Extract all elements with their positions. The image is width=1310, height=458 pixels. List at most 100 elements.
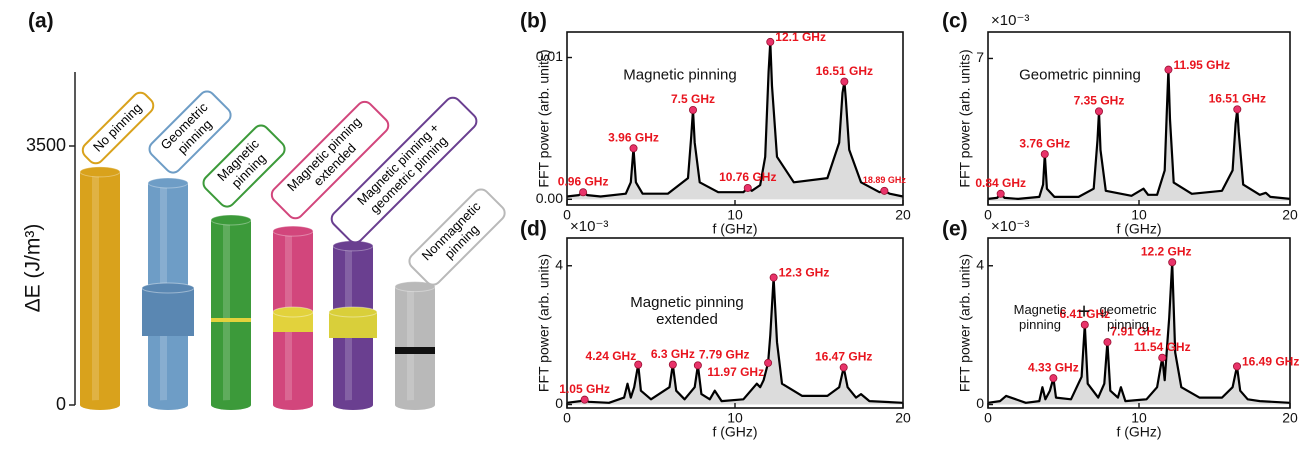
x-tick-label: 10: [1131, 410, 1147, 426]
peak-label: 16.51 GHz: [816, 64, 873, 78]
peak-marker: [766, 37, 775, 46]
x-axis-label: f (GHz): [712, 424, 757, 440]
peak-label: 6.3 GHz: [651, 347, 695, 361]
bar-highlight: [407, 286, 414, 405]
peak-marker: [764, 358, 773, 367]
bar-base: [273, 400, 313, 410]
peak-label: 12.1 GHz: [775, 30, 826, 44]
x-tick-label: 20: [1282, 207, 1298, 223]
peak-marker: [743, 183, 752, 192]
peak-label: 16.49 GHz: [1242, 355, 1299, 369]
y-tick-label: 7: [976, 49, 984, 65]
peak-marker: [629, 144, 638, 153]
peak-marker: [580, 395, 589, 404]
bar: [80, 171, 120, 405]
bar-cap: [79, 166, 121, 178]
bar-base: [211, 400, 251, 410]
peak-label: 10.76 GHz: [719, 170, 776, 184]
panel-label: (b): [520, 10, 547, 33]
peak-label: 3.96 GHz: [608, 130, 659, 144]
bar-feature: [142, 288, 194, 336]
spectrum-line: [987, 68, 1291, 200]
peak-marker: [689, 105, 698, 114]
peak-label: 11.95 GHz: [1173, 58, 1230, 72]
peak-marker: [693, 361, 702, 370]
peak-marker: [579, 188, 588, 197]
peak-marker: [1233, 105, 1242, 114]
peak-marker: [668, 360, 677, 369]
peak-marker: [840, 77, 849, 86]
bar-feature-cap: [328, 306, 378, 318]
x-tick-label: 20: [1282, 410, 1298, 426]
y-tick-label: 4: [976, 256, 984, 272]
peak-marker: [1232, 362, 1241, 371]
x-axis-label: f (GHz): [712, 221, 757, 237]
bar-cap: [394, 281, 436, 293]
x-tick-label: 10: [727, 207, 743, 223]
annotation: Geometric pinning: [1019, 66, 1141, 84]
peak-marker: [1094, 107, 1103, 116]
bar-base: [333, 400, 373, 410]
peak-marker: [634, 360, 643, 369]
spectrum-line: [566, 276, 904, 404]
x-tick-label: 10: [1131, 207, 1147, 223]
annotation: Magnetic pinning: [1013, 302, 1067, 332]
bar-feature: [395, 347, 435, 354]
peak-marker: [1103, 338, 1112, 347]
y-axis-label: FFT power (arb. units): [536, 49, 552, 187]
peak-label: 6.41 GHz: [1059, 307, 1110, 321]
peak-marker: [880, 186, 889, 195]
peak-marker: [1040, 150, 1049, 159]
bar-feature-cap: [272, 306, 314, 318]
panel-label: (a): [28, 10, 54, 33]
y-tick-label: 0.01: [536, 48, 563, 64]
y-axis-label: FFT power (arb. units): [536, 254, 552, 392]
x-tick-label: 20: [895, 410, 911, 426]
peak-marker: [1158, 353, 1167, 362]
peak-label: 11.97 GHz: [707, 365, 764, 379]
plot-frame: [987, 31, 1291, 206]
peak-marker: [1164, 65, 1173, 74]
x-axis-label: f (GHz): [1116, 221, 1161, 237]
panel-label: (e): [942, 218, 968, 241]
y-multiplier: ×10⁻³: [570, 218, 608, 235]
bar-feature-cap: [141, 282, 195, 294]
bar-cap: [147, 177, 189, 189]
y-axis-label: FFT power (arb. units): [957, 254, 973, 392]
peak-label: 12.2 GHz: [1141, 244, 1192, 258]
peak-label: 4.24 GHz: [586, 349, 637, 363]
peak-label: 0.84 GHz: [975, 176, 1026, 190]
panel-label: (d): [520, 218, 547, 241]
y-tick-label: 3500: [26, 135, 66, 155]
y-tick-label: 4: [555, 256, 563, 272]
peak-label: 7.35 GHz: [1074, 94, 1125, 108]
peak-marker: [839, 363, 848, 372]
peak-marker: [769, 273, 778, 282]
bar: [395, 286, 435, 405]
peak-marker: [996, 189, 1005, 198]
x-tick-label: 20: [895, 207, 911, 223]
x-tick-label: 0: [563, 207, 571, 223]
annotation: Magnetic pinning: [623, 66, 737, 84]
peak-label: 1.05 GHz: [559, 382, 610, 396]
x-axis-label: f (GHz): [1116, 424, 1161, 440]
annotation: geometric pinning: [1099, 302, 1157, 332]
y-tick-label: 0: [976, 395, 984, 411]
bar-feature: [211, 318, 251, 322]
annotation: Magnetic pinning extended: [630, 293, 744, 328]
peak-label: 7.91 GHz: [1110, 324, 1161, 338]
annotation: +: [1077, 298, 1091, 324]
peak-label: 4.33 GHz: [1028, 360, 1079, 374]
y-axis-label: ΔE (J/m³): [22, 224, 45, 313]
spectrum-line: [987, 261, 1291, 404]
bar-highlight: [92, 171, 99, 405]
y-multiplier: ×10⁻³: [991, 12, 1029, 29]
x-tick-label: 0: [984, 410, 992, 426]
bar: [211, 220, 251, 405]
x-tick-label: 0: [563, 410, 571, 426]
y-tick-label: 0: [56, 394, 66, 414]
bar-base: [148, 400, 188, 410]
x-tick-label: 10: [727, 410, 743, 426]
